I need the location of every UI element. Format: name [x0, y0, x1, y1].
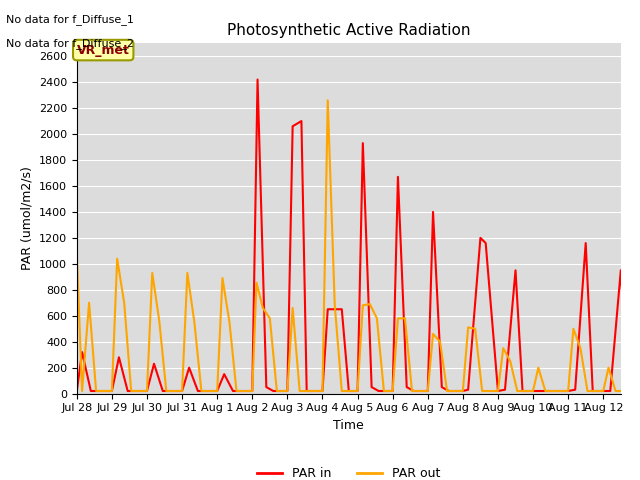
Text: VR_met: VR_met	[77, 44, 130, 57]
Text: No data for f_Diffuse_2: No data for f_Diffuse_2	[6, 38, 134, 49]
Title: Photosynthetic Active Radiation: Photosynthetic Active Radiation	[227, 23, 470, 38]
X-axis label: Time: Time	[333, 419, 364, 432]
Legend: PAR in, PAR out: PAR in, PAR out	[252, 462, 445, 480]
Y-axis label: PAR (umol/m2/s): PAR (umol/m2/s)	[20, 167, 33, 270]
Text: No data for f_Diffuse_1: No data for f_Diffuse_1	[6, 14, 134, 25]
